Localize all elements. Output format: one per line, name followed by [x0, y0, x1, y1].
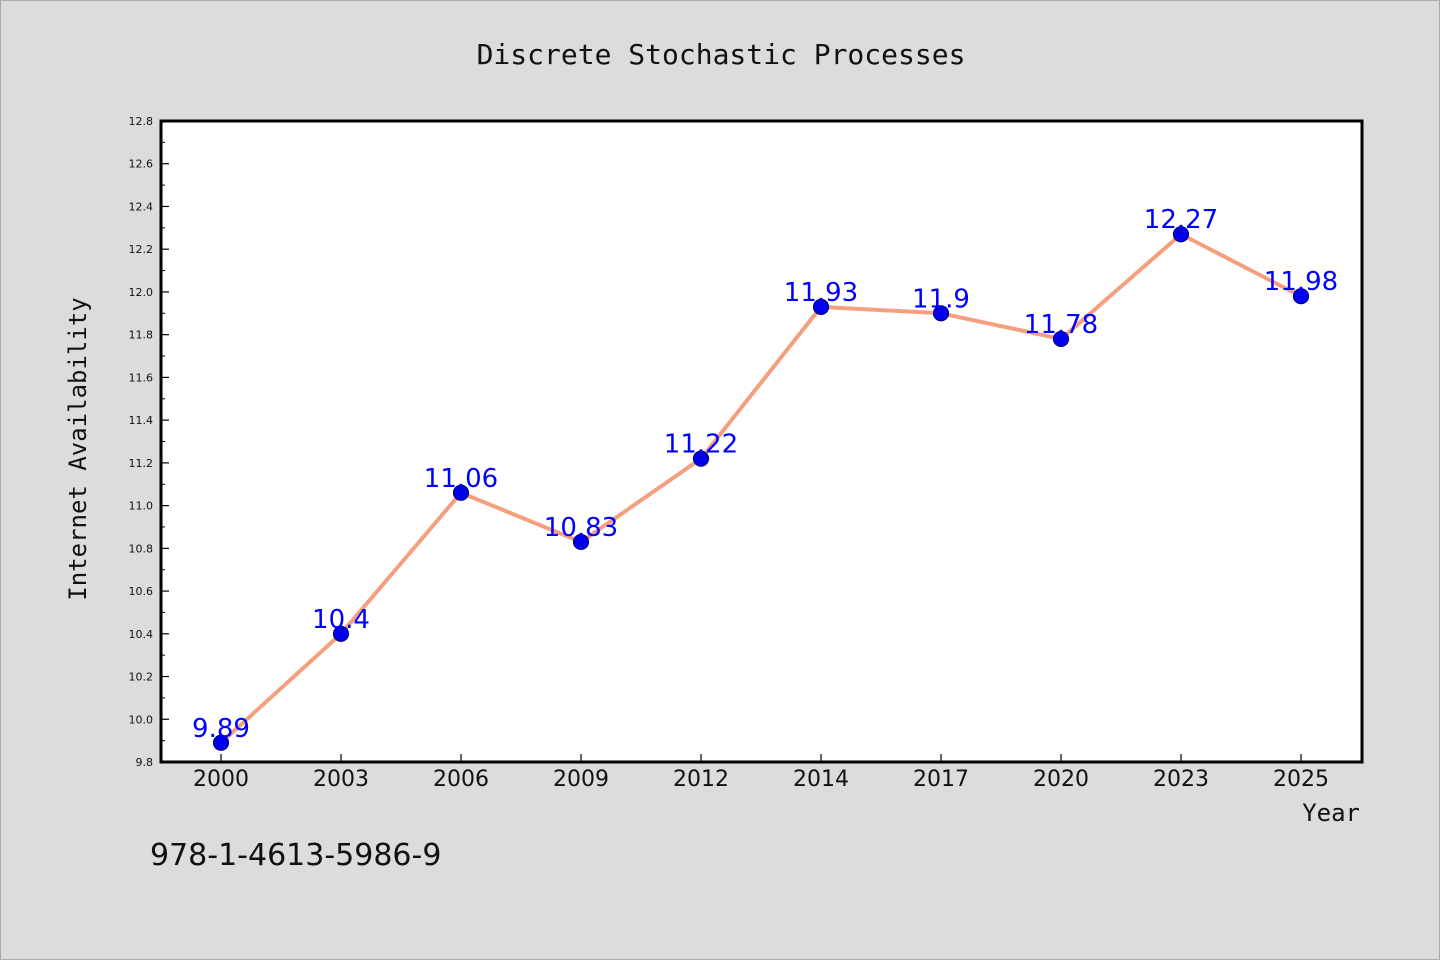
x-tick-label: 2023 [1153, 767, 1209, 792]
data-point [1052, 330, 1070, 348]
y-tick-label: 12.6 [129, 158, 154, 171]
x-tick-label: 2006 [433, 767, 489, 792]
y-tick-label: 12.4 [129, 200, 154, 213]
data-point [932, 305, 950, 322]
data-label: 11.9 [912, 284, 970, 314]
data-label: 9.89 [192, 714, 250, 744]
plot-area [159, 119, 1364, 764]
y-tick-label: 12.0 [129, 286, 154, 299]
x-tick-label: 2000 [193, 767, 249, 792]
data-point [692, 450, 710, 467]
y-tick-label: 11.8 [129, 329, 154, 342]
x-axis-ticks: 2000 2003 2006 2009 2012 2014 2017 2020 2023 2025 [193, 754, 1329, 792]
data-point [1292, 288, 1310, 305]
y-tick-label: 10.0 [129, 713, 154, 726]
data-label: 11.22 [664, 430, 738, 460]
data-point [572, 533, 590, 551]
y-tick-label: 10.2 [129, 671, 154, 684]
y-tick-label: 11.6 [129, 371, 154, 384]
y-axis-ticks: 9.8 10.0 10.2 10.4 10.6 10.8 11.0 11.2 11.4 11.6 1… [129, 115, 169, 769]
data-label: 11.78 [1024, 310, 1098, 340]
data-label-layer: 9.89 10.4 11.06 10.83 11.22 11.93 11.9 11.78 12.… [192, 205, 1338, 744]
x-tick-label: 2020 [1033, 767, 1089, 792]
y-tick-label: 12.8 [129, 115, 154, 128]
x-tick-label: 2009 [553, 767, 609, 792]
data-label: 12.27 [1144, 205, 1218, 235]
x-tick-label: 2014 [793, 767, 849, 792]
footnote-isbn: 978-1-4613-5986-9 [150, 838, 441, 873]
data-label: 11.98 [1264, 267, 1338, 297]
x-tick-label: 2003 [313, 767, 369, 792]
data-label: 11.06 [424, 464, 498, 494]
chart-title: Discrete Stochastic Processes [477, 38, 966, 71]
y-tick-label: 11.4 [129, 414, 154, 427]
data-label: 10.83 [544, 513, 618, 543]
data-point [452, 484, 470, 501]
data-point [1172, 226, 1190, 243]
data-point [332, 625, 350, 642]
x-tick-label: 2012 [673, 767, 729, 792]
y-tick-label: 12.2 [129, 243, 154, 256]
series-layer [212, 226, 1310, 751]
y-tick-label: 11.2 [129, 457, 154, 470]
data-point [812, 298, 830, 315]
data-label: 10.4 [312, 605, 370, 635]
y-tick-label: 10.6 [129, 585, 154, 598]
data-label: 11.93 [784, 278, 858, 308]
data-point [212, 734, 230, 751]
y-tick-label: 10.4 [129, 628, 154, 641]
series-line [219, 232, 1302, 745]
y-tick-label: 11.0 [129, 500, 154, 513]
x-axis-title: Year [1302, 799, 1360, 827]
y-axis-title: Internet Availability [64, 297, 92, 600]
y-tick-label: 9.8 [136, 756, 154, 769]
y-tick-label: 10.8 [129, 542, 154, 555]
x-tick-label: 2017 [913, 767, 969, 792]
x-tick-label: 2025 [1273, 767, 1329, 792]
